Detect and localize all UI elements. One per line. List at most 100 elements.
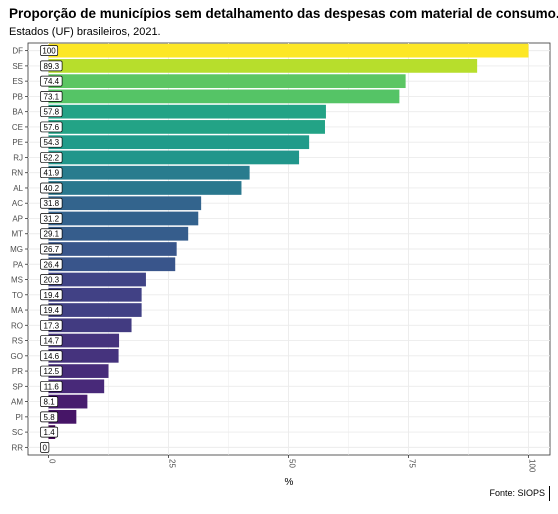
data-label: 19.4 xyxy=(44,291,60,300)
data-label-box xyxy=(40,442,50,453)
data-label: 8.1 xyxy=(44,398,56,407)
bar-pr xyxy=(48,364,109,378)
bar-am xyxy=(48,394,88,409)
data-label-box xyxy=(40,289,63,301)
x-axis-title: % xyxy=(285,477,294,488)
data-label: 26.4 xyxy=(44,260,60,269)
data-label: 89.3 xyxy=(44,62,60,71)
data-label: 12.5 xyxy=(44,367,60,376)
data-label: 0 xyxy=(42,443,47,452)
y-tick-label: PI xyxy=(15,413,23,422)
y-tick-label: BA xyxy=(12,108,23,117)
data-label-box xyxy=(40,350,63,362)
data-label: 14.6 xyxy=(44,352,60,361)
data-label: 5.8 xyxy=(44,413,56,422)
bar-al xyxy=(48,181,242,195)
data-label: 74.4 xyxy=(44,77,60,86)
bar-ro xyxy=(48,318,132,333)
y-tick-label: MT xyxy=(11,230,23,239)
data-label-box xyxy=(40,426,59,438)
bar-ma xyxy=(48,303,142,317)
bar-pe xyxy=(48,135,310,150)
y-tick-label: MG xyxy=(10,245,23,254)
data-label-box xyxy=(40,182,63,194)
data-label-box xyxy=(40,60,63,72)
x-tick-label: 25 xyxy=(168,459,177,468)
bar-pa xyxy=(48,257,176,272)
y-tick-label: AM xyxy=(11,398,23,407)
data-label: 41.9 xyxy=(44,169,60,178)
data-label: 1.4 xyxy=(44,428,56,437)
x-tick-label: 75 xyxy=(408,459,417,468)
bar-rj xyxy=(48,150,300,165)
data-label-box xyxy=(40,380,63,392)
data-label-box xyxy=(40,258,63,270)
y-tick-label: MA xyxy=(11,306,24,315)
bar-ms xyxy=(48,272,146,287)
data-label: 19.4 xyxy=(44,306,60,315)
y-tick-label: PR xyxy=(12,367,23,376)
y-tick-label: AL xyxy=(13,184,23,193)
data-label-box xyxy=(40,167,63,179)
bar-rn xyxy=(48,165,250,180)
data-label-box xyxy=(40,274,63,285)
y-tick-label: GO xyxy=(11,352,23,361)
data-label-box xyxy=(40,365,63,377)
data-label-box xyxy=(40,106,63,118)
y-tick-label: RN xyxy=(11,169,23,178)
bar-go xyxy=(48,348,119,363)
data-label-box xyxy=(40,136,63,148)
bar-ac xyxy=(48,196,202,211)
y-tick-label: SE xyxy=(12,62,23,71)
y-tick-label: ES xyxy=(12,77,23,86)
y-tick-label: TO xyxy=(12,291,23,300)
chart-caption: Fonte: SIOPS xyxy=(489,486,550,501)
bar-rs xyxy=(48,333,120,348)
y-tick-label: DF xyxy=(12,47,23,56)
data-label: 14.7 xyxy=(44,337,60,346)
y-tick-label: CE xyxy=(12,123,23,132)
data-label: 29.1 xyxy=(44,230,60,239)
bar-df xyxy=(48,43,529,58)
data-label-box xyxy=(40,121,63,133)
data-label: 31.8 xyxy=(44,199,60,208)
y-tick-label: RS xyxy=(12,337,23,346)
y-tick-label: PE xyxy=(12,138,23,147)
data-label-box xyxy=(40,319,63,331)
bar-ap xyxy=(48,211,199,226)
bar-se xyxy=(48,59,478,73)
data-label: 57.6 xyxy=(44,123,60,132)
data-label-box xyxy=(40,75,63,87)
x-tick-label: 100 xyxy=(528,459,537,473)
y-tick-label: SP xyxy=(12,382,23,391)
bar-mg xyxy=(48,242,177,256)
data-label: 26.7 xyxy=(44,245,60,254)
y-tick-label: AP xyxy=(12,214,23,223)
bar-ba xyxy=(48,104,326,119)
data-label-box xyxy=(40,152,63,163)
data-label-box xyxy=(40,213,63,224)
bar-ce xyxy=(48,120,325,134)
data-label-box xyxy=(40,91,63,102)
y-tick-label: RJ xyxy=(13,153,23,162)
chart-title: Proporção de municípios sem detalhamento… xyxy=(9,6,558,21)
y-tick-label: SC xyxy=(12,428,23,437)
data-label-box xyxy=(40,411,59,423)
data-label: 31.2 xyxy=(44,214,60,223)
data-label: 20.3 xyxy=(44,276,60,285)
bar-mt xyxy=(48,226,189,241)
data-label: 100 xyxy=(42,47,56,56)
y-tick-label: RO xyxy=(11,321,23,330)
bar-to xyxy=(48,287,142,302)
y-tick-label: AC xyxy=(12,199,23,208)
data-label: 73.1 xyxy=(44,92,60,101)
y-tick-label: MS xyxy=(11,276,23,285)
bar-pb xyxy=(48,89,400,104)
x-tick-label: 50 xyxy=(288,459,297,468)
y-tick-label: RR xyxy=(11,443,23,452)
y-tick-label: PB xyxy=(12,92,23,101)
data-label: 52.2 xyxy=(44,153,60,162)
data-label-box xyxy=(40,304,63,316)
data-label: 11.6 xyxy=(44,382,60,391)
